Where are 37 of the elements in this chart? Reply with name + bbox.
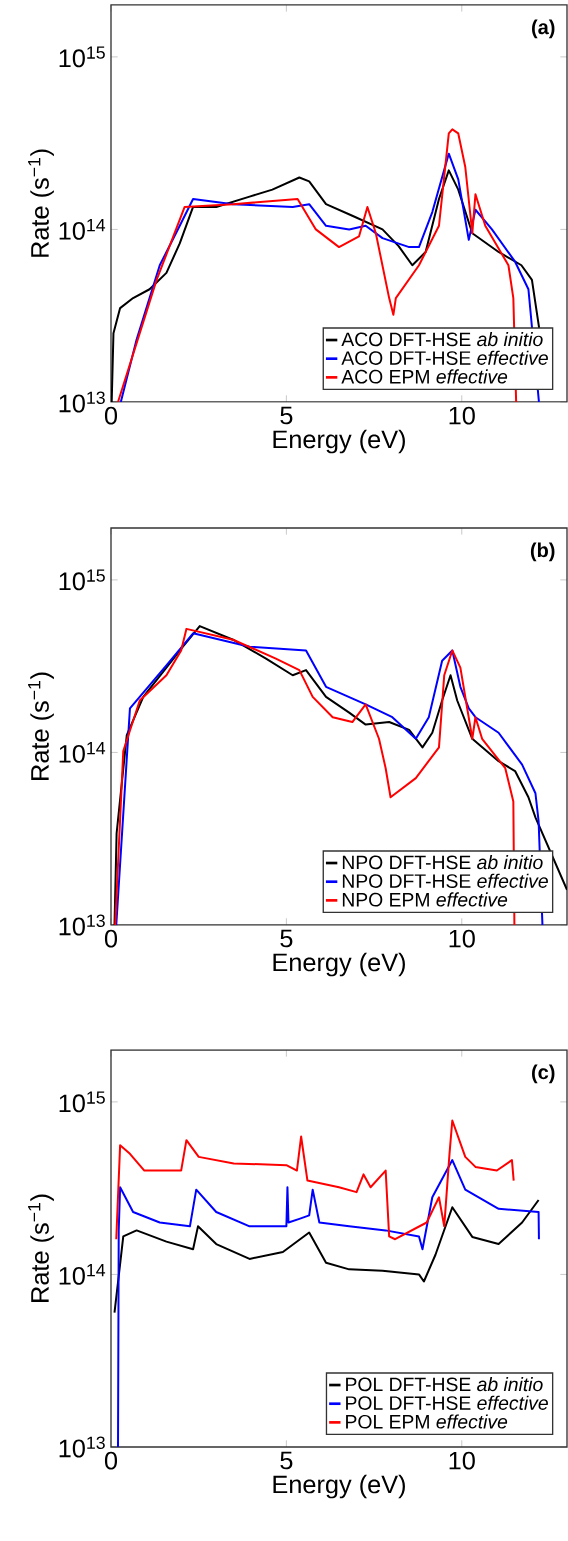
x-tick-label: 5 <box>280 1451 293 1470</box>
legend-label: POL DFT-HSE effective <box>346 1395 548 1410</box>
annotation: (b) <box>530 542 555 562</box>
y-tick-label: 10$^{15}$ <box>59 46 105 68</box>
legend-label: NPO EPM effective <box>342 892 508 907</box>
x-tick-label: 10 <box>449 929 475 948</box>
x-axis-title: Energy (eV) <box>273 1474 405 1499</box>
x-tick-label: 10 <box>449 406 475 425</box>
legend-label: NPO DFT-HSE effective <box>342 873 548 888</box>
x-tick-label: 0 <box>104 1451 118 1470</box>
y-tick-label: 10$^{14}$ <box>59 219 106 240</box>
x-tick-label: 0 <box>104 929 118 948</box>
legend-label: NPO DFT-HSE ab initio <box>342 855 543 870</box>
legend-label: ACO DFT-HSE ab initio <box>341 332 543 347</box>
x-tick-label: 10 <box>449 1451 475 1470</box>
legend-label: POL DFT-HSE ab initio <box>346 1377 543 1392</box>
x-axis-title: Energy (eV) <box>273 952 405 977</box>
y-tick-label: 10$^{13}$ <box>59 914 105 936</box>
y-tick-label: 10$^{13}$ <box>59 391 105 413</box>
legend-label: POL EPM effective <box>346 1414 508 1429</box>
y-tick-label: 10$^{14}$ <box>59 742 106 763</box>
y-axis-title: Rate (s$^{−1}$) <box>28 149 54 257</box>
legend-label: ACO DFT-HSE effective <box>341 350 548 365</box>
x-tick-label: 0 <box>104 406 118 425</box>
annotation: (a) <box>532 19 555 39</box>
y-tick-label: 10$^{13}$ <box>59 1436 105 1458</box>
y-tick-label: 10$^{14}$ <box>59 1264 106 1285</box>
legend-label: ACO EPM effective <box>341 369 508 384</box>
x-tick-label: 5 <box>280 929 293 948</box>
line-series <box>113 1199 540 1314</box>
y-axis-title: Rate (s$^{−1}$) <box>28 1194 54 1302</box>
x-tick-label: 5 <box>280 406 293 425</box>
x-axis-title: Energy (eV) <box>273 429 405 454</box>
annotation: (c) <box>532 1064 555 1084</box>
y-tick-label: 10$^{15}$ <box>59 569 105 591</box>
y-axis-title: Rate (s$^{−1}$) <box>28 672 54 780</box>
y-tick-label: 10$^{15}$ <box>59 1091 105 1113</box>
